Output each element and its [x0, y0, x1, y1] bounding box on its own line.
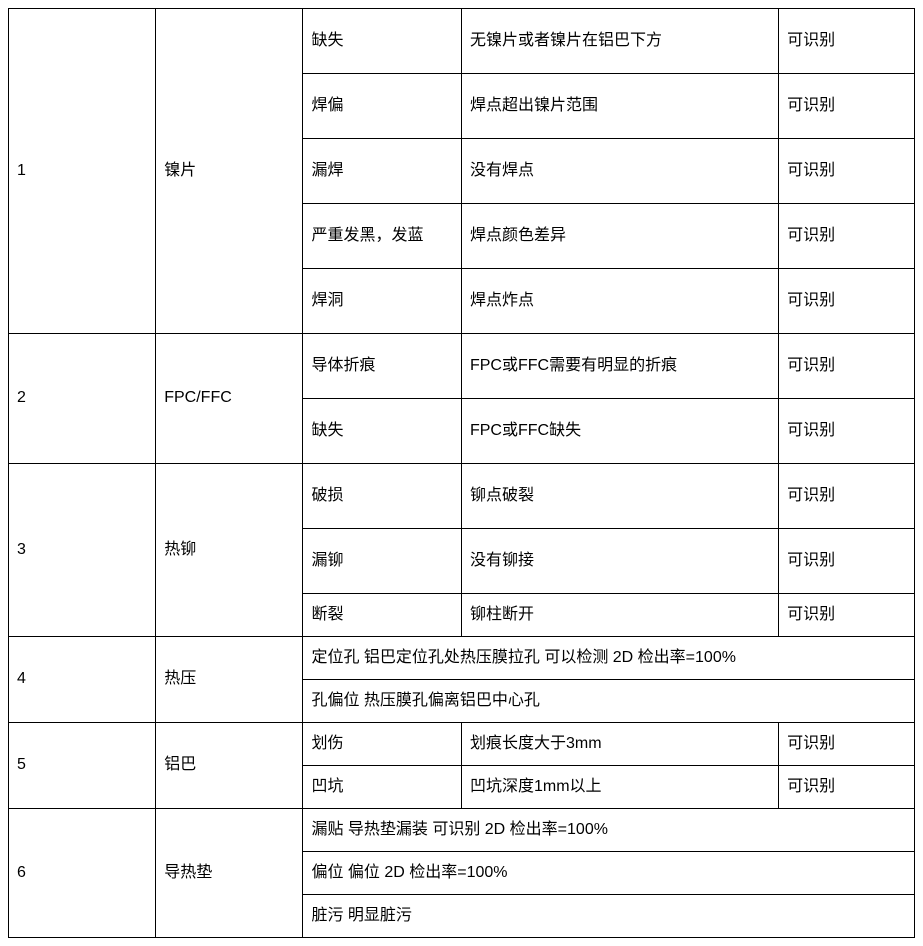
cell-result: 可识别: [779, 766, 915, 809]
cell-defect: 漏焊: [303, 139, 462, 204]
cell-desc: 铆柱断开: [461, 594, 778, 637]
cell-category: FPC/FFC: [156, 334, 303, 464]
cell-result: 可识别: [779, 269, 915, 334]
cell-desc: 无镍片或者镍片在铝巴下方: [461, 9, 778, 74]
cell-result: 可识别: [779, 594, 915, 637]
cell-defect: 焊偏: [303, 74, 462, 139]
cell-desc: FPC或FFC需要有明显的折痕: [461, 334, 778, 399]
cell-desc: 没有铆接: [461, 529, 778, 594]
cell-result: 可识别: [779, 204, 915, 269]
cell-merged: 定位孔 铝巴定位孔处热压膜拉孔 可以检测 2D 检出率=100%: [303, 637, 915, 680]
cell-defect: 焊洞: [303, 269, 462, 334]
cell-index: 1: [9, 9, 156, 334]
cell-defect: 漏铆: [303, 529, 462, 594]
cell-desc: 凹坑深度1mm以上: [461, 766, 778, 809]
cell-category: 热压: [156, 637, 303, 723]
cell-category: 镍片: [156, 9, 303, 334]
defect-table: 1 镍片 缺失 无镍片或者镍片在铝巴下方 可识别 焊偏 焊点超出镍片范围 可识别…: [8, 8, 915, 938]
cell-index: 3: [9, 464, 156, 637]
cell-defect: 破损: [303, 464, 462, 529]
table-row: 5 铝巴 划伤 划痕长度大于3mm 可识别: [9, 723, 915, 766]
cell-index: 4: [9, 637, 156, 723]
cell-defect: 缺失: [303, 9, 462, 74]
cell-result: 可识别: [779, 334, 915, 399]
cell-category: 热铆: [156, 464, 303, 637]
cell-merged: 偏位 偏位 2D 检出率=100%: [303, 852, 915, 895]
cell-category: 铝巴: [156, 723, 303, 809]
table-row: 3 热铆 破损 铆点破裂 可识别: [9, 464, 915, 529]
cell-index: 5: [9, 723, 156, 809]
cell-result: 可识别: [779, 723, 915, 766]
table-row: 1 镍片 缺失 无镍片或者镍片在铝巴下方 可识别: [9, 9, 915, 74]
cell-result: 可识别: [779, 139, 915, 204]
cell-result: 可识别: [779, 399, 915, 464]
cell-desc: 焊点颜色差异: [461, 204, 778, 269]
cell-defect: 缺失: [303, 399, 462, 464]
cell-result: 可识别: [779, 464, 915, 529]
table-row: 2 FPC/FFC 导体折痕 FPC或FFC需要有明显的折痕 可识别: [9, 334, 915, 399]
cell-merged: 漏贴 导热垫漏装 可识别 2D 检出率=100%: [303, 809, 915, 852]
cell-desc: 铆点破裂: [461, 464, 778, 529]
cell-defect: 导体折痕: [303, 334, 462, 399]
cell-result: 可识别: [779, 529, 915, 594]
cell-desc: 没有焊点: [461, 139, 778, 204]
cell-merged: 孔偏位 热压膜孔偏离铝巴中心孔: [303, 680, 915, 723]
cell-result: 可识别: [779, 9, 915, 74]
cell-desc: FPC或FFC缺失: [461, 399, 778, 464]
cell-desc: 焊点炸点: [461, 269, 778, 334]
cell-defect: 严重发黑，发蓝: [303, 204, 462, 269]
cell-defect: 划伤: [303, 723, 462, 766]
cell-index: 2: [9, 334, 156, 464]
cell-category: 导热垫: [156, 809, 303, 938]
table-row: 6 导热垫 漏贴 导热垫漏装 可识别 2D 检出率=100%: [9, 809, 915, 852]
cell-defect: 凹坑: [303, 766, 462, 809]
cell-desc: 划痕长度大于3mm: [461, 723, 778, 766]
cell-merged: 脏污 明显脏污: [303, 895, 915, 938]
cell-desc: 焊点超出镍片范围: [461, 74, 778, 139]
cell-result: 可识别: [779, 74, 915, 139]
cell-index: 6: [9, 809, 156, 938]
table-row: 4 热压 定位孔 铝巴定位孔处热压膜拉孔 可以检测 2D 检出率=100%: [9, 637, 915, 680]
cell-defect: 断裂: [303, 594, 462, 637]
